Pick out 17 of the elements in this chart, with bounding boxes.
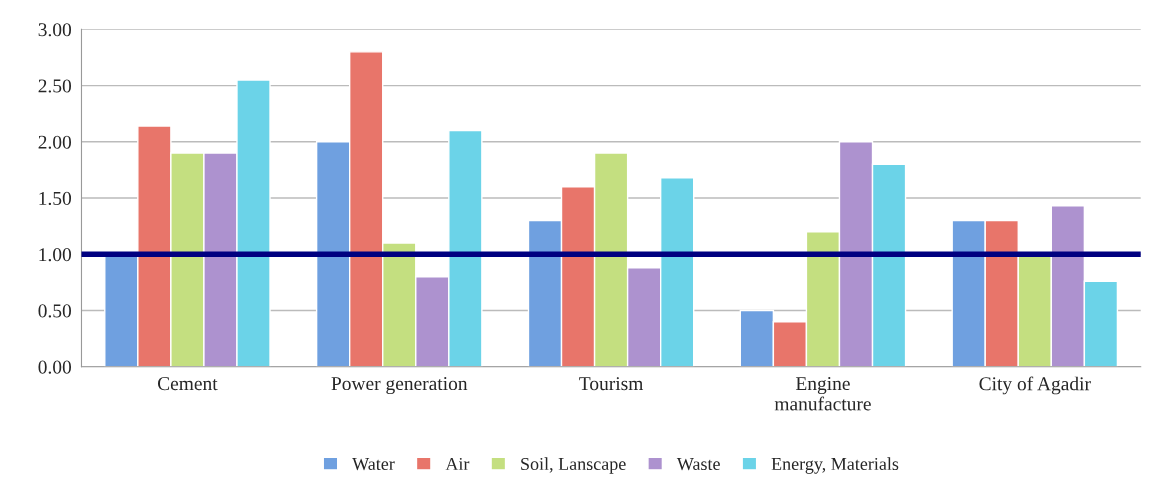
legend-label: Soil, Lanscape (521, 457, 626, 474)
y-tick-label: 1.00 (39, 248, 72, 262)
y-tick-label: 0.50 (38, 304, 72, 318)
y-tick-label: 3.00 (38, 23, 72, 37)
x-tick-label: Power generation (331, 377, 468, 395)
legend-label: Waste (676, 458, 720, 471)
x-tick-label: Tourism (579, 377, 644, 391)
x-tick-label: Cement (157, 377, 218, 391)
x-tick-label: City of Agadir (979, 376, 1091, 395)
y-tick-label: 0.00 (38, 360, 72, 374)
x-tick-label: Engine manufacture (774, 377, 871, 411)
y-tick-label: 2.50 (38, 79, 72, 93)
legend-label: Energy, Materials (771, 457, 899, 474)
legend-label: Water (352, 458, 395, 471)
y-tick-label: 1.50 (39, 191, 72, 206)
legend-label: Air (445, 457, 470, 470)
y-tick-label: 2.00 (38, 135, 72, 149)
